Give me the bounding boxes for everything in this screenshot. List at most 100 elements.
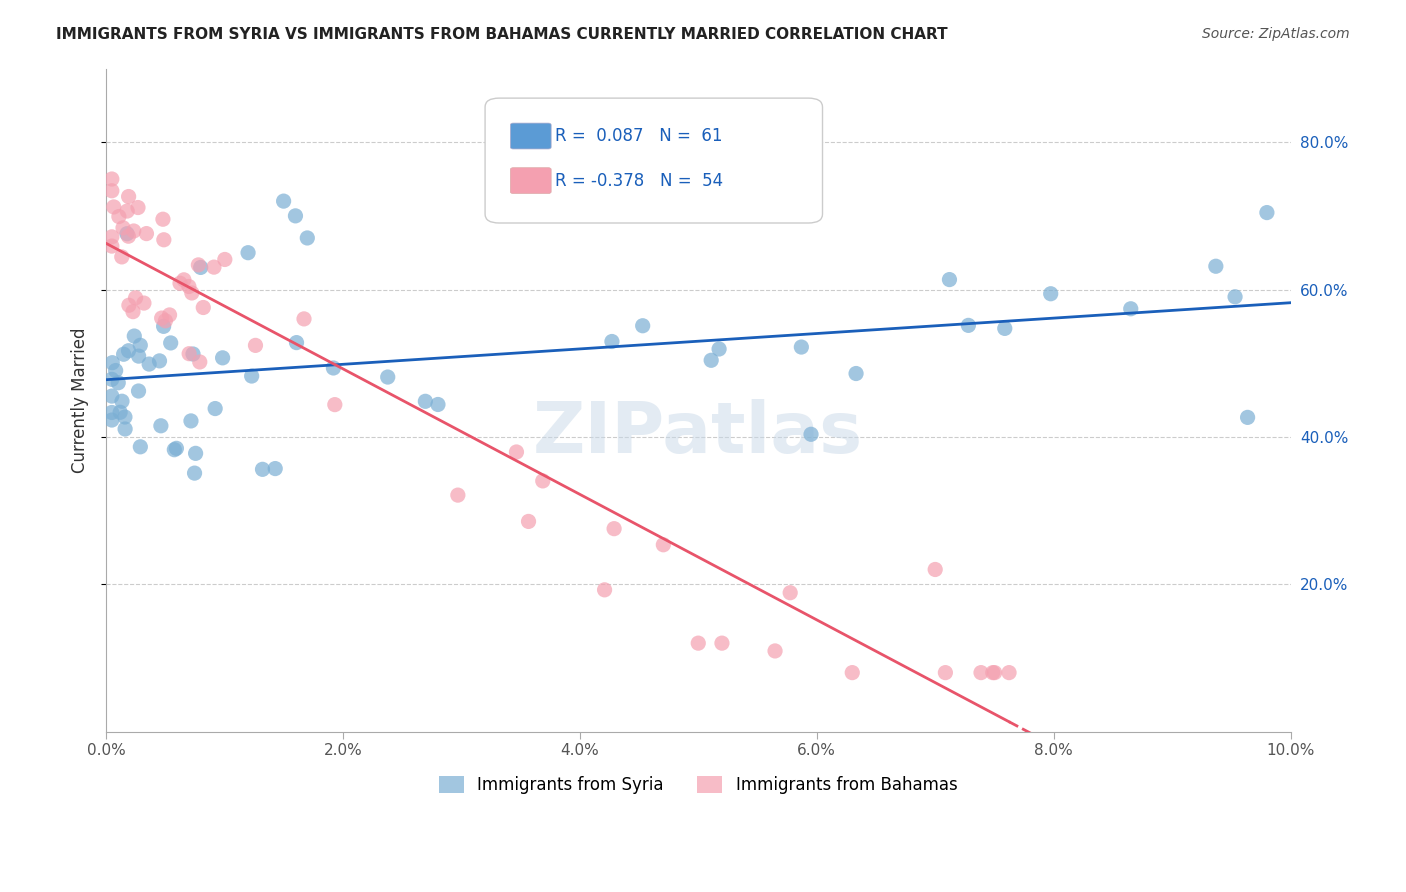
Point — [688, 636, 710, 650]
Point — [177, 279, 200, 293]
Point — [1236, 410, 1258, 425]
Y-axis label: Currently Married: Currently Married — [72, 327, 89, 473]
Point — [505, 445, 527, 459]
Point — [128, 384, 150, 398]
Point — [1039, 286, 1062, 301]
Point — [631, 318, 654, 333]
Point — [710, 636, 733, 650]
Point — [240, 369, 263, 384]
Point — [127, 201, 149, 215]
Point — [957, 318, 980, 333]
Point — [153, 233, 176, 247]
Point — [211, 351, 233, 365]
Point — [112, 347, 135, 361]
Point — [790, 340, 813, 354]
Point — [159, 308, 181, 322]
Point — [652, 538, 675, 552]
Point — [117, 343, 139, 358]
Point — [128, 349, 150, 363]
Point — [114, 410, 136, 425]
Point — [183, 466, 205, 480]
Point — [163, 442, 186, 457]
Point — [707, 342, 730, 356]
Point — [447, 488, 470, 502]
Point — [101, 239, 124, 253]
Point — [600, 334, 623, 349]
Point — [236, 245, 259, 260]
Point — [593, 582, 616, 597]
Point — [193, 301, 215, 315]
Point — [115, 204, 138, 219]
Point — [114, 422, 136, 436]
Point — [111, 250, 134, 264]
Point — [285, 335, 308, 350]
Point — [204, 401, 226, 416]
Point — [103, 200, 125, 214]
Point — [188, 355, 211, 369]
Text: R = -0.378   N =  54: R = -0.378 N = 54 — [555, 172, 724, 190]
Point — [117, 229, 139, 244]
Point — [111, 394, 134, 409]
Point — [924, 562, 946, 576]
Point — [152, 212, 174, 227]
Point — [135, 227, 157, 241]
Point — [426, 397, 449, 411]
Point — [169, 277, 191, 291]
Legend: Immigrants from Syria, Immigrants from Bahamas: Immigrants from Syria, Immigrants from B… — [430, 768, 966, 803]
Point — [107, 376, 129, 390]
Point — [938, 272, 960, 286]
Point — [184, 446, 207, 460]
Point — [779, 585, 801, 599]
Point — [264, 461, 287, 475]
Point — [108, 210, 131, 224]
Point — [101, 230, 124, 244]
Point — [101, 405, 124, 419]
Point — [129, 440, 152, 454]
Point — [173, 273, 195, 287]
Point — [763, 644, 786, 658]
Point — [124, 291, 146, 305]
Point — [1223, 290, 1246, 304]
Point — [845, 367, 868, 381]
Point — [101, 389, 124, 403]
Point — [252, 462, 274, 476]
Point — [934, 665, 956, 680]
Point — [998, 665, 1021, 680]
Text: ZIPatlas: ZIPatlas — [533, 399, 863, 467]
Point — [297, 231, 319, 245]
Point — [800, 427, 823, 442]
Point — [292, 312, 315, 326]
Point — [214, 252, 236, 267]
Point — [970, 665, 993, 680]
Point — [180, 285, 202, 300]
Point — [159, 335, 181, 350]
Point — [122, 224, 145, 238]
Point — [531, 474, 554, 488]
Point — [187, 258, 209, 272]
Point — [179, 347, 201, 361]
Point — [148, 354, 170, 368]
Point — [1256, 205, 1278, 219]
Point — [981, 665, 1004, 680]
Point — [841, 665, 863, 680]
Point — [517, 515, 540, 529]
Point — [101, 413, 124, 427]
Point — [202, 260, 225, 274]
Point — [118, 298, 141, 312]
Point — [104, 363, 127, 377]
Point — [138, 357, 160, 371]
Point — [150, 311, 173, 326]
Point — [377, 370, 399, 384]
Point — [190, 260, 212, 275]
Point — [124, 329, 146, 343]
Point — [129, 338, 152, 352]
Point — [115, 227, 138, 241]
Point — [603, 522, 626, 536]
Point — [994, 321, 1017, 335]
Text: IMMIGRANTS FROM SYRIA VS IMMIGRANTS FROM BAHAMAS CURRENTLY MARRIED CORRELATION C: IMMIGRANTS FROM SYRIA VS IMMIGRANTS FROM… — [56, 27, 948, 42]
Point — [1205, 259, 1227, 273]
Point — [245, 338, 267, 352]
Point — [101, 372, 124, 386]
Point — [152, 319, 174, 334]
Point — [284, 209, 307, 223]
